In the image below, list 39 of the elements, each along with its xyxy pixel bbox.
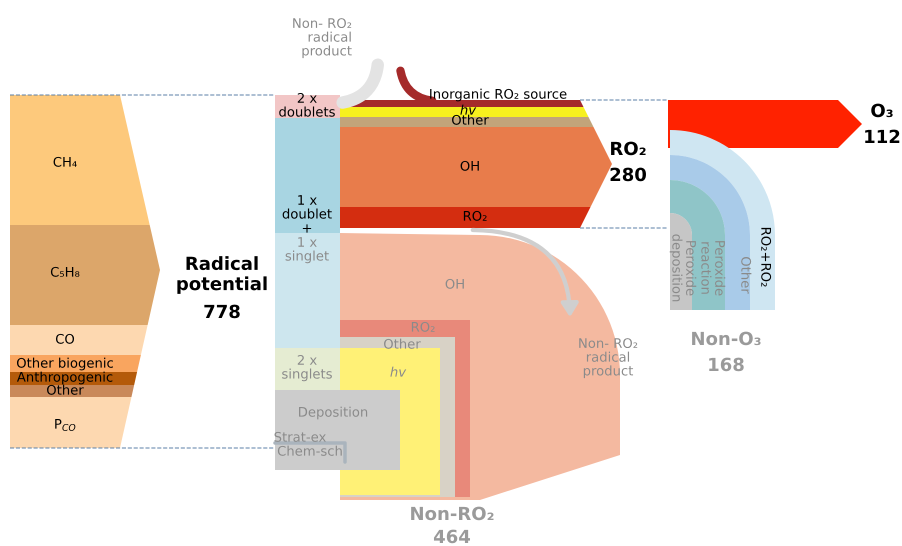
data-label: 778 bbox=[204, 304, 240, 318]
text: 2 x singlets bbox=[282, 354, 332, 382]
text: Peroxide deposition bbox=[670, 234, 696, 302]
text: RO₂ bbox=[412, 322, 435, 332]
text: + bbox=[302, 224, 312, 233]
text: P$_{CO}$ bbox=[55, 419, 76, 431]
text: CO bbox=[56, 334, 74, 344]
text: Other biogenic bbox=[16, 358, 113, 370]
text: Chem-sch bbox=[278, 446, 342, 456]
text: Non- RO₂ radical product bbox=[293, 18, 352, 58]
text: RO₂ bbox=[464, 210, 487, 221]
text: 1 x doublet bbox=[282, 195, 332, 219]
text: OH bbox=[446, 278, 464, 289]
text: CH₄ bbox=[54, 156, 77, 167]
text: Other bbox=[741, 257, 752, 294]
text: 1 x singlet bbox=[286, 237, 329, 264]
text: Peroxide reaction bbox=[701, 241, 726, 296]
data-label: 112 bbox=[865, 130, 900, 143]
text: 2 x doublets bbox=[279, 92, 335, 117]
data-label: 280 bbox=[610, 168, 646, 182]
text: hv bbox=[460, 104, 476, 115]
data-label: 168 bbox=[709, 358, 744, 372]
category-label: RO₂ bbox=[611, 142, 646, 156]
text: Anthropogenic bbox=[16, 372, 112, 384]
text: C₅H₈ bbox=[50, 266, 80, 277]
data-label: 464 bbox=[434, 530, 470, 544]
category-label: Non-RO₂ bbox=[411, 506, 494, 520]
text: Other bbox=[47, 384, 84, 395]
text: Other bbox=[452, 114, 489, 125]
category-label: Non-O₃ bbox=[692, 332, 761, 346]
category-label: Radical potential bbox=[177, 256, 267, 294]
text: RO₂+RO₂ bbox=[761, 228, 772, 287]
text: OH bbox=[460, 160, 479, 171]
text: Inorganic RO₂ source bbox=[430, 88, 566, 102]
text: hv bbox=[390, 366, 406, 377]
text: Other bbox=[384, 338, 421, 349]
text: Deposition bbox=[299, 406, 368, 420]
text: Strat-ex bbox=[274, 432, 326, 442]
category-label: O₃ bbox=[871, 104, 893, 118]
